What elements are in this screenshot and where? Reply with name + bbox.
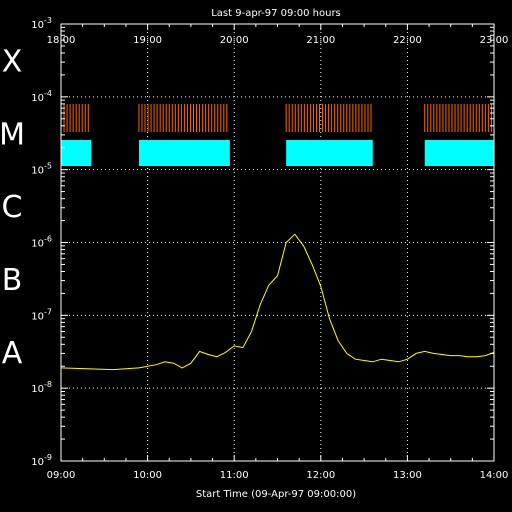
flare-class-labels: A B C M X: [0, 44, 25, 370]
coverage-band-cyan: [424, 140, 494, 166]
flare-class-label: B: [2, 263, 23, 298]
y-tick-label: 10-7: [31, 307, 52, 322]
flare-class-label: A: [2, 336, 23, 371]
flare-class-label: C: [2, 190, 23, 225]
plot-frame: [60, 23, 495, 462]
x-tick-label: 12:00: [306, 470, 335, 481]
y-tick-label: 10-8: [31, 380, 52, 395]
x-tick-label: 10:00: [133, 470, 162, 481]
flare-class-label: X: [2, 44, 23, 79]
x-tick-label-top: 19:00: [133, 35, 162, 46]
x-tick-label-top: 21:00: [306, 35, 335, 46]
data-coverage-bars: [60, 104, 494, 166]
x-tick-label-top: 20:00: [220, 35, 249, 46]
x-axis-label: Start Time (09-Apr-97 09:00:00): [196, 489, 356, 500]
grid-lines: [61, 24, 494, 461]
y-tick-label: 10-4: [31, 89, 52, 104]
x-tick-label: 13:00: [393, 470, 422, 481]
coverage-band-cyan: [61, 140, 92, 166]
x-tick-label: 11:00: [220, 470, 249, 481]
flare-class-label: M: [0, 117, 25, 152]
y-axis: 10-9 10-8 10-7 10-6 10-5 10-4 10-3: [31, 16, 494, 468]
coverage-band-cyan: [286, 140, 373, 166]
x-tick-label: 09:00: [47, 470, 76, 481]
x-tick-label: 14:00: [480, 470, 509, 481]
y-tick-label: 10-5: [31, 162, 52, 177]
chart-title: Last 9-apr-97 09:00 hours: [211, 8, 341, 19]
coverage-band-cyan: [138, 140, 230, 166]
flux-line: [60, 233, 495, 371]
y-tick-label: 10-9: [31, 453, 52, 468]
y-tick-label: 10-3: [31, 16, 52, 31]
x-tick-label-top: 22:00: [393, 35, 422, 46]
flux-series: [60, 233, 495, 371]
y-tick-label: 10-6: [31, 235, 52, 250]
